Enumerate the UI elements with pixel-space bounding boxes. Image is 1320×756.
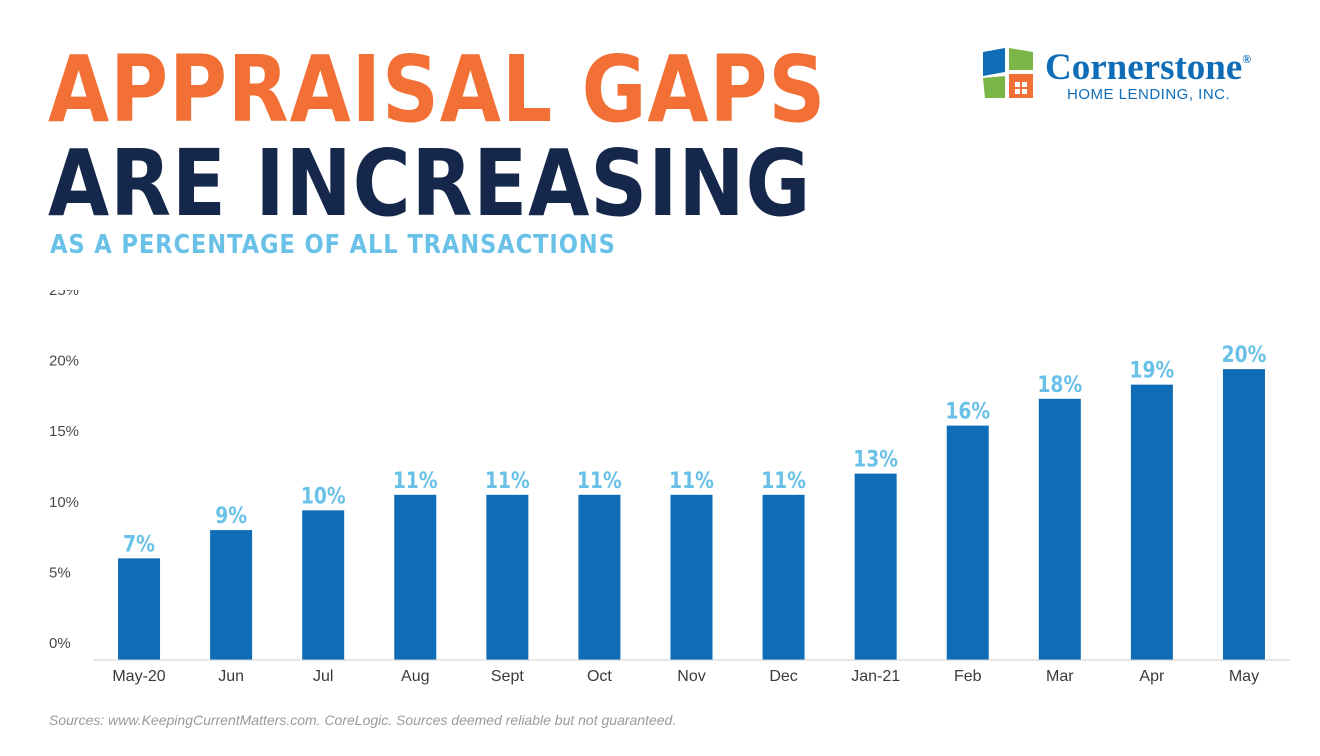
x-tick-label: Feb bbox=[954, 668, 982, 685]
logo-name: Cornerstone® bbox=[1045, 46, 1251, 89]
data-label: 10% bbox=[301, 483, 346, 509]
y-tick-label: 10% bbox=[49, 494, 79, 511]
data-label: 7% bbox=[123, 531, 155, 557]
x-axis: May-20 Jun Jul Aug Sept Oct Nov Dec Jan-21 Feb Mar… bbox=[93, 659, 1290, 685]
y-tick-label: 5% bbox=[49, 564, 71, 581]
x-tick-label: Dec bbox=[769, 668, 797, 685]
data-label: 18% bbox=[1037, 371, 1082, 397]
bar bbox=[670, 494, 713, 660]
y-tick-label: 25% bbox=[49, 290, 79, 299]
data-label: 16% bbox=[945, 398, 990, 424]
bar bbox=[302, 510, 345, 660]
bar bbox=[1038, 398, 1081, 660]
x-tick-label: Oct bbox=[587, 668, 612, 685]
data-label: 20% bbox=[1222, 342, 1267, 368]
x-tick-label: May bbox=[1229, 668, 1259, 685]
x-tick-label: Apr bbox=[1139, 668, 1165, 685]
bar bbox=[394, 494, 437, 660]
data-label: 11% bbox=[669, 467, 714, 493]
bar bbox=[210, 530, 253, 660]
data-label: 11% bbox=[393, 467, 438, 493]
bar bbox=[854, 473, 897, 660]
data-label: 19% bbox=[1130, 357, 1175, 383]
bar bbox=[1130, 384, 1173, 660]
data-label: 11% bbox=[577, 467, 622, 493]
source-note: Sources: www.KeepingCurrentMatters.com. … bbox=[49, 712, 677, 728]
x-tick-label: Sept bbox=[491, 668, 524, 685]
x-tick-label: Mar bbox=[1046, 668, 1074, 685]
bars: 7% 9% 10% 11% 11% 11% 11% 11% 13% 16% 18% 19% 20% bbox=[118, 342, 1266, 660]
data-label: 11% bbox=[485, 467, 530, 493]
x-tick-label: Jan-21 bbox=[851, 668, 900, 685]
bar bbox=[118, 558, 161, 660]
data-label: 13% bbox=[853, 446, 898, 472]
bar bbox=[578, 494, 621, 660]
chart-subtitle: AS A PERCENTAGE OF ALL TRANSACTIONS bbox=[50, 230, 616, 260]
y-tick-label: 20% bbox=[49, 353, 79, 370]
logo-registered-mark: ® bbox=[1242, 52, 1252, 66]
x-tick-label: Aug bbox=[401, 668, 429, 685]
bar bbox=[946, 425, 989, 660]
data-label: 11% bbox=[761, 467, 806, 493]
logo-name-text: Cornerstone bbox=[1045, 47, 1243, 88]
title-line-1: APPRAISAL GAPS bbox=[48, 36, 827, 143]
bar bbox=[1222, 369, 1265, 660]
title-line-2: ARE INCREASING bbox=[48, 130, 812, 237]
house-logo-icon bbox=[983, 48, 1033, 98]
cornerstone-logo: Cornerstone® HOME LENDING, INC. bbox=[983, 46, 1283, 108]
data-label: 9% bbox=[215, 503, 247, 529]
bar bbox=[762, 494, 805, 660]
x-tick-label: May-20 bbox=[112, 668, 165, 685]
bar-chart: 0% 5% 10% 15% 20% 25% 7% 9% 10% 11% 11% 11% 11% 11% 1… bbox=[49, 290, 1290, 685]
y-tick-label: 0% bbox=[49, 635, 71, 652]
x-tick-label: Jun bbox=[218, 668, 244, 685]
y-axis: 0% 5% 10% 15% 20% 25% bbox=[49, 290, 79, 652]
x-tick-label: Nov bbox=[677, 668, 705, 685]
x-tick-label: Jul bbox=[313, 668, 333, 685]
y-tick-label: 15% bbox=[49, 423, 79, 440]
bar bbox=[486, 494, 529, 660]
logo-tagline: HOME LENDING, INC. bbox=[1067, 86, 1231, 103]
